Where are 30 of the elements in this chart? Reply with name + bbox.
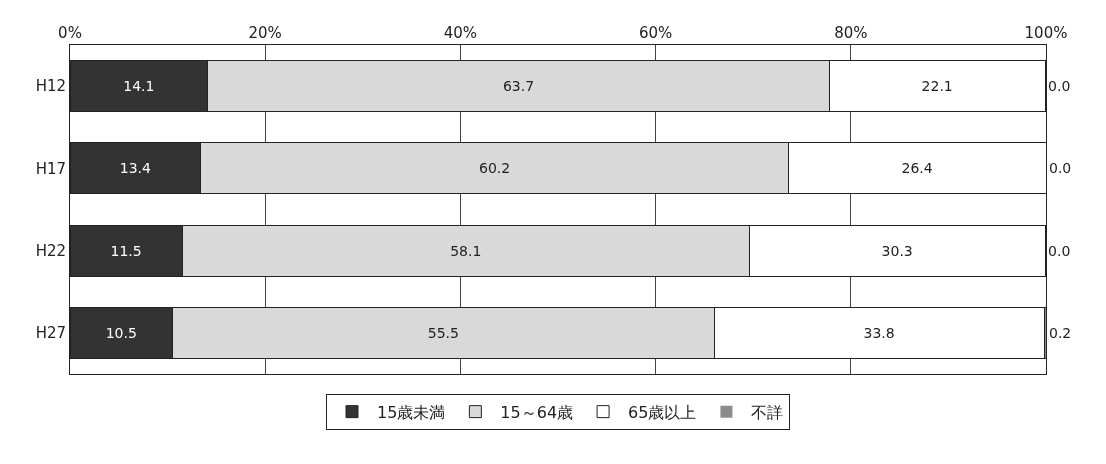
data-label: 0.2 <box>1049 324 1072 341</box>
data-label: 58.1 <box>450 242 482 259</box>
x-tick-label: 40% <box>443 24 478 42</box>
legend-label: 不詳 <box>751 402 784 422</box>
y-tick-label: H27 <box>35 324 66 343</box>
y-tick-label: H17 <box>35 159 66 178</box>
x-tick-label: 60% <box>638 24 673 42</box>
data-label: 11.5 <box>110 242 142 259</box>
data-label: 30.3 <box>881 242 913 259</box>
data-label: 0.0 <box>1049 160 1072 177</box>
x-tick-label: 100% <box>1024 24 1068 42</box>
data-label: 26.4 <box>901 160 933 177</box>
data-label: 14.1 <box>123 78 155 95</box>
x-tick-label: 80% <box>834 24 868 42</box>
data-label: 55.5 <box>427 324 459 341</box>
legend-label: 65歳以上 <box>628 402 697 422</box>
data-label: 60.2 <box>478 160 511 177</box>
data-label: 63.7 <box>502 78 535 95</box>
y-tick-label: H22 <box>35 241 66 260</box>
data-label: 0.0 <box>1048 242 1071 259</box>
legend-label: 15歳未満 <box>377 402 446 422</box>
x-tick-label: 0% <box>58 24 82 42</box>
data-label: 10.5 <box>105 324 137 341</box>
x-tick-label: 20% <box>248 24 282 42</box>
y-tick-label: H12 <box>35 77 66 96</box>
data-label: 33.8 <box>863 324 895 341</box>
legend-label: 15～64歳 <box>500 402 574 422</box>
data-label: 13.4 <box>119 160 152 177</box>
data-label: 22.1 <box>921 78 953 95</box>
data-label: 0.0 <box>1048 78 1071 95</box>
